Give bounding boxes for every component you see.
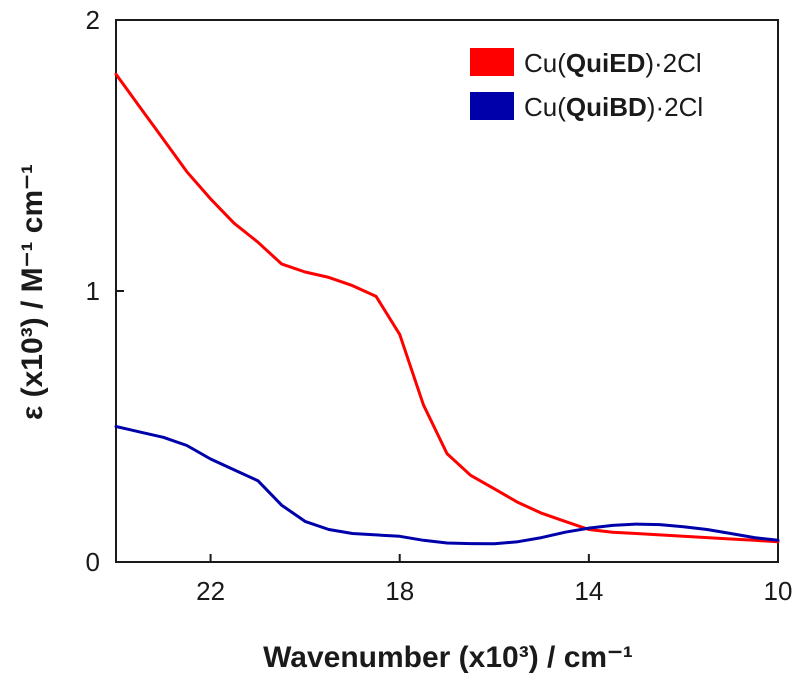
series-layer — [114, 72, 780, 546]
legend-label: Cu(QuiBD)·2Cl — [524, 92, 703, 122]
y-axis-title: ε (x10³) / M⁻¹ cm⁻¹ — [16, 164, 49, 420]
legend-swatch — [470, 48, 514, 76]
x-tick-label: 14 — [574, 576, 603, 606]
x-axis-title: Wavenumber (x10³) / cm⁻¹ — [263, 641, 633, 674]
legend-label: Cu(QuiED)·2Cl — [524, 48, 702, 78]
series-line-quied — [114, 72, 780, 544]
y-tick-label: 2 — [86, 5, 100, 35]
series-line-quibd — [114, 425, 780, 546]
ticks-layer: 22 18 14 10 0 1 2 — [86, 5, 793, 606]
x-tick-label: 22 — [196, 576, 225, 606]
x-tick-label: 10 — [764, 576, 793, 606]
x-tick-label: 18 — [385, 576, 414, 606]
legend-swatch — [470, 92, 514, 120]
y-tick-label: 0 — [86, 547, 100, 577]
legend: Cu(QuiED)·2Cl Cu(QuiBD)·2Cl — [470, 48, 703, 122]
y-tick-label: 1 — [86, 276, 100, 306]
